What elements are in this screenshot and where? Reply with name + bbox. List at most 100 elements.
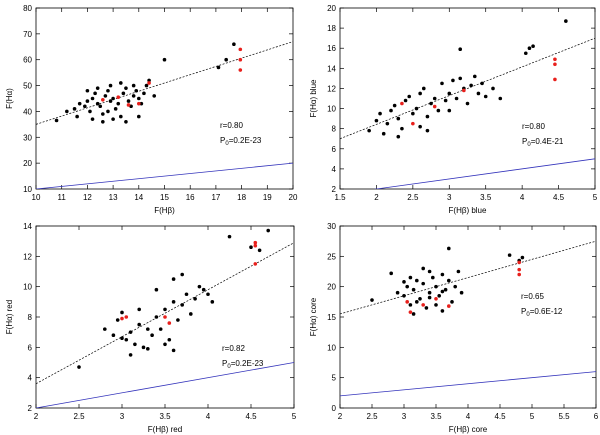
panel-2-point-black — [407, 94, 412, 99]
panel-3-point-black — [146, 347, 150, 351]
panel-1-stat-r: r=0.80 — [220, 121, 243, 130]
panel-4-point-black — [411, 287, 416, 292]
panel-4-xtick-label: 4 — [466, 412, 471, 421]
panel-4-point-red — [405, 300, 410, 304]
panel-4-point-black — [437, 293, 442, 298]
panel-1-point-black — [232, 42, 236, 46]
panel-1-point-black — [65, 109, 69, 114]
panel-1-ytick-label: 40 — [23, 107, 32, 116]
panel-2-point-black — [564, 19, 568, 23]
panel-3-point-black — [171, 300, 176, 304]
panel-1-point-black — [83, 104, 87, 109]
panel-3-ytick-label: 4 — [28, 374, 33, 383]
panel-1-point-black — [108, 99, 113, 103]
panel-2-ytick-label: 6 — [332, 145, 337, 154]
panel-2-point-black — [458, 47, 463, 52]
panel-2-xtick-label: 1.5 — [334, 193, 346, 202]
panel-3-fit-line — [36, 242, 294, 385]
panel-4-point-black — [440, 309, 445, 313]
panel-4-point-black — [415, 278, 419, 283]
panel-1-point-red — [116, 95, 121, 100]
panel-1-point-black — [101, 112, 105, 116]
panel-2-point-red — [553, 57, 557, 62]
panel-1-ytick-label: 70 — [23, 30, 32, 39]
panel-3-ytick-label: 10 — [23, 283, 32, 292]
panel-2-point-black — [451, 78, 455, 83]
panel-1-ytick-label: 60 — [23, 56, 32, 65]
panel-2-point-black — [374, 118, 379, 123]
panel-1-point-black — [224, 57, 228, 62]
panel-3-xtick-label: 3 — [120, 412, 125, 421]
panel-1-xtick-label: 13 — [109, 193, 118, 202]
panel-3-point-black — [193, 297, 197, 301]
panel-3-point-red — [253, 243, 258, 248]
panel-2-stat-p: P0=0.4E-21 — [522, 137, 564, 148]
panel-4-xtick-label: 2 — [338, 412, 343, 421]
panel-4-point-black — [427, 295, 432, 300]
panel-2-point-black — [378, 111, 382, 116]
panel-4-point-black — [405, 284, 410, 289]
panel-2-ytick-label: 20 — [327, 4, 336, 13]
panel-2-point-red — [553, 62, 557, 67]
panel-1-xtick-label: 15 — [160, 193, 169, 202]
panel-2-point-black — [476, 91, 481, 96]
panel-1-point-black — [75, 114, 79, 119]
panel-4-stat-p: P0=0.6E-12 — [521, 307, 563, 318]
panel-3-point-black — [146, 327, 150, 331]
panel-4-xtick-label: 5 — [530, 412, 535, 421]
panel-3-point-black — [137, 322, 141, 327]
panel-4-point-black — [421, 266, 426, 271]
panel-4-stat-r: r=0.65 — [521, 292, 544, 301]
panel-2-ytick-label: 12 — [327, 84, 336, 93]
panel-2-point-red — [462, 88, 466, 93]
panel-1-point-black — [106, 109, 110, 114]
panel-1-xtick-label: 19 — [263, 193, 272, 202]
panel-2-point-red — [553, 77, 557, 82]
panel-3-xtick-label: 2 — [34, 412, 39, 421]
panel-1-point-black — [216, 65, 221, 70]
panel-1-point-black — [137, 114, 141, 119]
panel-1-ytick-label: 80 — [23, 4, 32, 13]
panel-3-point-red — [253, 240, 258, 245]
panel-2-point-black — [527, 46, 532, 51]
panel-1-point-black — [108, 83, 113, 88]
panel-2-point-black — [425, 128, 430, 133]
panel-1-point-black — [147, 78, 151, 83]
panel-3-point-black — [167, 337, 172, 342]
panel-2-fit-line — [340, 37, 595, 140]
panel-1-frame — [35, 7, 294, 190]
panel-4-point-red — [408, 310, 413, 314]
panel-3-point-black — [120, 310, 124, 315]
panel-1-point-black — [131, 83, 136, 88]
panel-2-xtick-label: 4.5 — [553, 193, 565, 202]
panel-2-xtick-label: 2.5 — [407, 193, 419, 202]
panel-2-point-black — [480, 81, 484, 86]
panel-2-xtick-label: 3.5 — [480, 193, 492, 202]
panel-3-point-black — [176, 318, 180, 322]
panel-4-point-red — [517, 260, 521, 265]
panel-1-point-black — [77, 101, 82, 106]
panel-4-point-black — [456, 269, 461, 274]
panel-2-point-red — [411, 121, 415, 126]
panel-1-point-black — [124, 86, 128, 90]
panel-3-point-black — [180, 303, 184, 307]
panel-3-point-black — [249, 245, 253, 250]
panel-3-point-black — [163, 307, 167, 312]
panel-1-point-black — [85, 99, 90, 103]
panel-1-point-black — [131, 94, 136, 98]
panel-2-point-black — [381, 131, 386, 136]
panel-3-point-black — [171, 348, 176, 353]
panel-1-point-black — [101, 119, 105, 124]
panel-1-point-black — [126, 99, 131, 103]
panel-4-point-black — [427, 269, 432, 274]
panel-2-ytick-label: 16 — [327, 44, 336, 53]
panel-1-xtick-label: 12 — [83, 193, 92, 202]
panel-4-point-black — [453, 284, 458, 289]
panel-4-ytick-label: 10 — [327, 343, 336, 352]
panel-3-ytick-label: 6 — [28, 343, 33, 352]
panel-3-stat-r: r=0.82 — [222, 344, 245, 353]
panel-1-point-black — [90, 117, 95, 121]
panel-1-point-red — [147, 81, 151, 85]
panel-4-point-black — [424, 306, 429, 310]
panel-1-ytick-label: 20 — [23, 159, 32, 168]
